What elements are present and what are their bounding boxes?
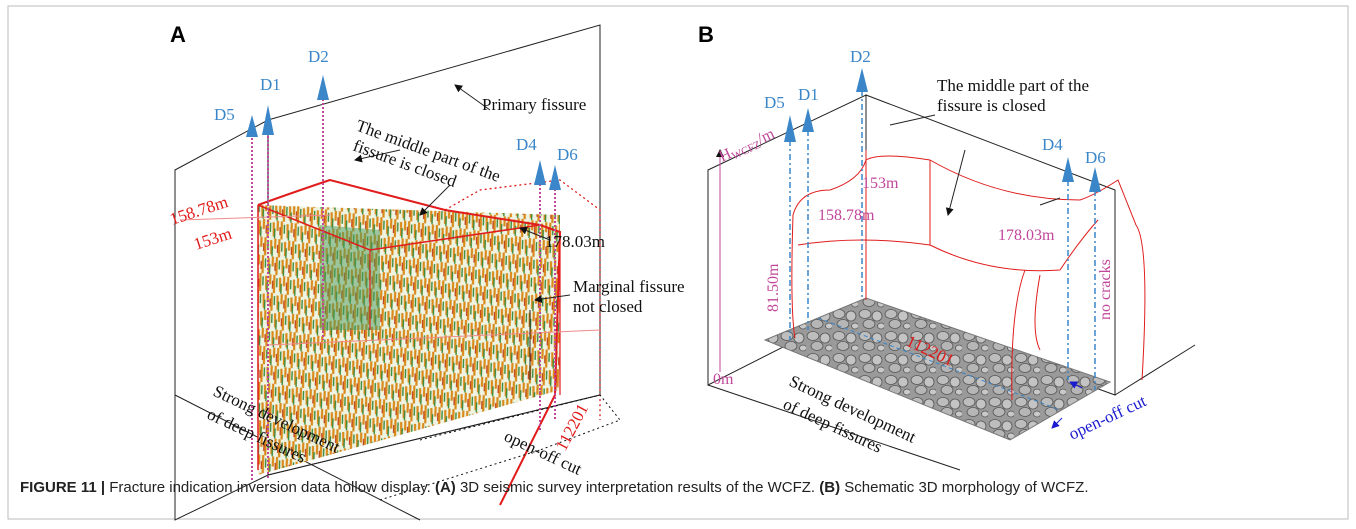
annotation: The middle part of the xyxy=(937,76,1089,95)
well-label: D2 xyxy=(308,47,329,66)
annotation: no cracks xyxy=(1097,259,1114,320)
well-label: D6 xyxy=(557,145,578,164)
annotation: not closed xyxy=(573,297,643,316)
caption-text: 3D seismic survey interpretation results… xyxy=(460,479,815,496)
annotation: fissure is closed xyxy=(937,96,1046,115)
annotation: Marginal fissure xyxy=(573,277,685,296)
well-label: D2 xyxy=(850,47,871,66)
well-label: D1 xyxy=(798,85,819,104)
well-label: D5 xyxy=(764,93,785,112)
caption: FIGURE 11 | Fracture indication inversio… xyxy=(20,479,1089,496)
caption-label: (A) xyxy=(435,479,456,496)
height-label: 0m xyxy=(713,371,734,388)
panel-label: B xyxy=(698,22,714,47)
caption-label: (B) xyxy=(819,479,840,496)
well-label: D5 xyxy=(214,105,235,124)
well-label: D4 xyxy=(516,135,537,154)
caption-text: Schematic 3D morphology of WCFZ. xyxy=(844,479,1088,496)
well-label: D4 xyxy=(1042,135,1063,154)
figure: A D1 D2 D5 D4 D6 Primary fissure The mid… xyxy=(0,0,1356,529)
panel-label: A xyxy=(170,22,186,47)
height-label: 81.50m xyxy=(765,263,782,312)
panel-id: 112201 xyxy=(552,400,592,453)
caption-label: FIGURE 11 | xyxy=(20,479,105,496)
height-label: 178.03m xyxy=(998,227,1055,244)
well-label: D6 xyxy=(1085,148,1106,167)
height-label: 158.78m xyxy=(818,207,875,224)
annotation: Primary fissure xyxy=(482,95,586,114)
height-label: 178.03m xyxy=(545,232,605,251)
well-label: D1 xyxy=(260,75,281,94)
height-label: 153m xyxy=(862,175,899,192)
caption-text: Fracture indication inversion data hollo… xyxy=(109,479,431,496)
